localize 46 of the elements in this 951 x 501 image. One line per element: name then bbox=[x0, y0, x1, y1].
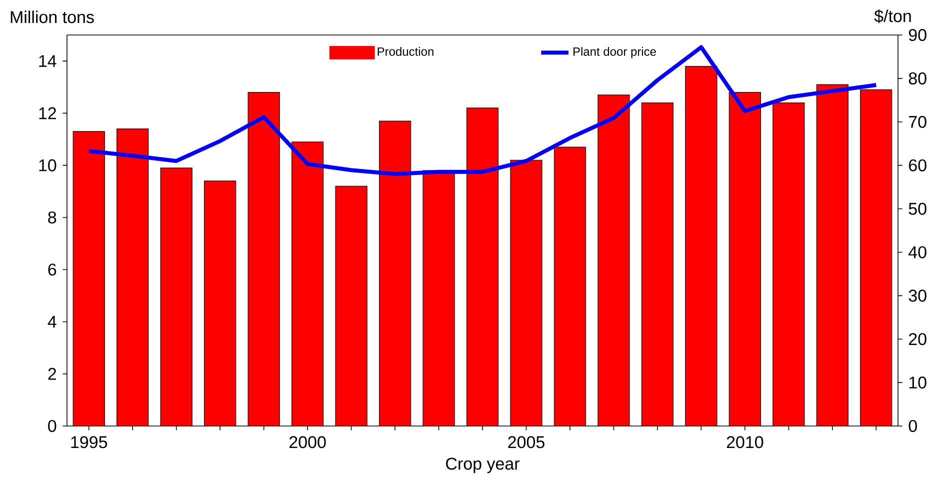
x-tick-label: 2000 bbox=[290, 436, 326, 448]
bar bbox=[641, 102, 674, 426]
y2-tick-label: 20 bbox=[909, 333, 926, 346]
bar bbox=[466, 108, 499, 426]
x-tick-label: 2010 bbox=[726, 436, 764, 448]
x-tick-label: 2005 bbox=[508, 436, 544, 448]
bar bbox=[816, 84, 848, 426]
y-tick-label: 10 bbox=[39, 159, 56, 172]
bar bbox=[378, 120, 412, 426]
line-series bbox=[86, 45, 878, 176]
y2-tick-label: 30 bbox=[908, 290, 926, 302]
y-tick-label: 14 bbox=[39, 55, 56, 67]
bar bbox=[728, 92, 761, 426]
y2-tick-label: 40 bbox=[908, 246, 926, 258]
y-tick-label: 8 bbox=[48, 211, 56, 224]
y2-tick-label: 10 bbox=[909, 376, 926, 389]
y2-axis-title: $/ton bbox=[874, 9, 911, 24]
y2-tick-label: 50 bbox=[908, 202, 926, 215]
y2-tick-label: 80 bbox=[908, 72, 926, 84]
bar bbox=[598, 94, 630, 426]
y-tick-label: 2 bbox=[48, 368, 56, 380]
bar bbox=[72, 131, 105, 426]
y-tick-label: 12 bbox=[39, 107, 56, 120]
x-axis-title: Crop year bbox=[446, 458, 520, 474]
bar bbox=[510, 160, 542, 426]
y-axis-title: Million tons bbox=[10, 10, 94, 24]
bar bbox=[160, 168, 192, 426]
bar bbox=[335, 186, 368, 426]
y2-tick-label: 0 bbox=[908, 420, 917, 432]
bar bbox=[554, 146, 586, 426]
bar bbox=[860, 89, 892, 426]
y-tick-label: 0 bbox=[48, 420, 56, 432]
x-tick-label: 1995 bbox=[71, 436, 108, 448]
bar bbox=[292, 142, 324, 426]
bar bbox=[772, 102, 805, 426]
bar bbox=[204, 180, 236, 426]
y2-tick-label: 90 bbox=[908, 28, 926, 42]
legend-label: Plant door price bbox=[573, 47, 656, 58]
bar bbox=[685, 66, 718, 426]
y-tick-label: 6 bbox=[48, 264, 56, 276]
bar bbox=[116, 128, 149, 426]
y2-tick-label: 60 bbox=[909, 159, 926, 172]
legend-label: Production bbox=[378, 47, 434, 56]
bar bbox=[248, 92, 280, 426]
y-tick-label: 4 bbox=[48, 316, 56, 328]
y2-tick-label: 70 bbox=[909, 116, 926, 128]
